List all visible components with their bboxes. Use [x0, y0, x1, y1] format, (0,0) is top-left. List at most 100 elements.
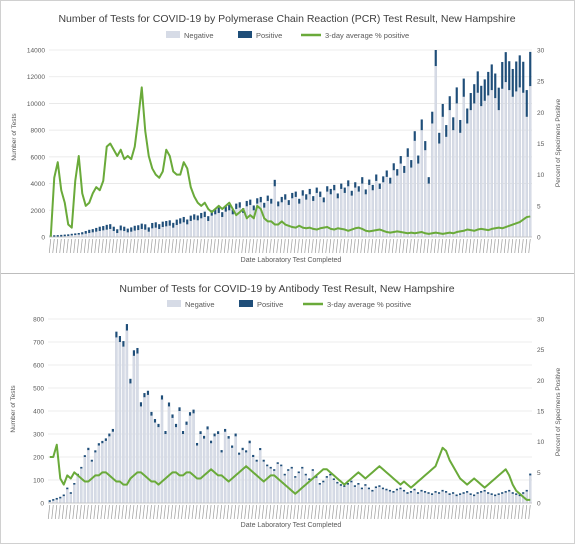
bar-positive [63, 234, 66, 237]
x-tick-mark [409, 504, 412, 520]
y-axis-label: Number of Tests [11, 113, 18, 161]
x-tick-mark [248, 238, 251, 254]
bar-positive [301, 466, 304, 469]
bar-positive [501, 492, 504, 494]
bar-positive [69, 492, 72, 494]
chart-title: Number of Tests for COVID-19 by Polymera… [58, 13, 515, 25]
x-tick-mark [342, 238, 346, 254]
bar-positive [329, 188, 332, 195]
bar-positive [451, 492, 455, 494]
x-tick-mark [475, 238, 479, 254]
bar-positive [322, 197, 325, 203]
x-tick-mark [212, 504, 215, 520]
x-tick-mark [384, 504, 387, 520]
bar-positive [87, 447, 90, 451]
y-tick-label: 500 [33, 386, 44, 393]
x-tick-mark [289, 504, 293, 520]
x-tick-mark [188, 504, 191, 520]
bar-positive [188, 412, 192, 416]
bar-positive [389, 177, 392, 184]
bar-positive [367, 487, 371, 490]
bar-negative [95, 231, 98, 238]
bar-negative [448, 494, 451, 504]
x-tick-mark [226, 504, 229, 520]
bar-positive [298, 198, 301, 204]
x-tick-mark [275, 504, 279, 520]
x-tick-mark [409, 238, 412, 254]
x-tick-mark [230, 504, 233, 520]
bar-negative [518, 87, 521, 238]
y2-tick-label: 10 [537, 172, 545, 179]
bar-negative [466, 123, 469, 238]
bar-negative [347, 186, 350, 238]
bar-positive [441, 489, 444, 492]
bar-negative [181, 433, 185, 504]
bar-positive [130, 227, 133, 232]
x-tick-mark [332, 238, 335, 254]
bar-positive [83, 455, 86, 457]
x-tick-mark [268, 504, 272, 520]
x-tick-mark [517, 238, 521, 254]
bar-positive [287, 200, 290, 205]
x-tick-mark [191, 504, 194, 520]
x-tick-mark [121, 504, 124, 520]
x-tick-mark [356, 238, 360, 254]
bar-negative [465, 492, 469, 504]
bar-negative [108, 436, 111, 504]
bar-positive [224, 206, 227, 212]
bar-positive [504, 491, 507, 493]
x-tick-mark [83, 238, 87, 254]
x-tick-mark [65, 504, 68, 520]
x-tick-mark [307, 238, 311, 254]
bar-negative [241, 449, 244, 504]
x-tick-mark [430, 504, 433, 520]
bar-negative [111, 431, 115, 504]
bar-positive [178, 407, 181, 411]
x-tick-mark [405, 238, 409, 254]
bar-positive [167, 402, 171, 407]
bar-negative [230, 447, 234, 504]
x-tick-mark [402, 504, 405, 520]
x-tick-mark [62, 238, 66, 254]
y-tick-label: 14000 [27, 48, 45, 55]
x-tick-mark [251, 238, 255, 254]
bar-positive [396, 169, 399, 176]
bar-positive [455, 494, 458, 497]
bar-negative [186, 224, 189, 238]
x-tick-mark [317, 504, 321, 520]
bar-positive [494, 494, 497, 497]
x-tick-mark [167, 504, 170, 520]
x-tick-mark [426, 238, 430, 254]
x-tick-mark [468, 238, 472, 254]
bar-positive [452, 117, 455, 131]
bar-positive [248, 440, 251, 444]
bar-positive [290, 466, 293, 469]
bar-positive [182, 216, 185, 223]
bar-positive [511, 492, 514, 494]
bar-negative [473, 103, 476, 238]
x-tick-mark [125, 504, 128, 520]
y2-tick-label: 10 [537, 439, 545, 446]
bar-negative [480, 105, 483, 238]
x-tick-mark [47, 504, 51, 520]
bar-positive [490, 64, 493, 91]
bar-positive [469, 93, 472, 111]
x-tick-mark [160, 504, 163, 520]
bar-negative [263, 207, 266, 238]
bar-negative [283, 475, 286, 504]
x-tick-mark [73, 238, 76, 254]
bar-positive [437, 492, 441, 494]
legend-swatch-positive [238, 31, 252, 38]
x-tick-mark [216, 238, 220, 254]
x-tick-mark [304, 238, 307, 254]
x-tick-mark [510, 238, 514, 254]
x-tick-mark [300, 238, 304, 254]
bar-positive [276, 462, 279, 464]
bar-positive [249, 199, 252, 205]
x-tick-mark [87, 238, 90, 254]
bar-positive [62, 494, 65, 497]
bar-negative [133, 230, 136, 238]
x-tick-mark [89, 504, 93, 520]
x-tick-mark [247, 504, 251, 520]
